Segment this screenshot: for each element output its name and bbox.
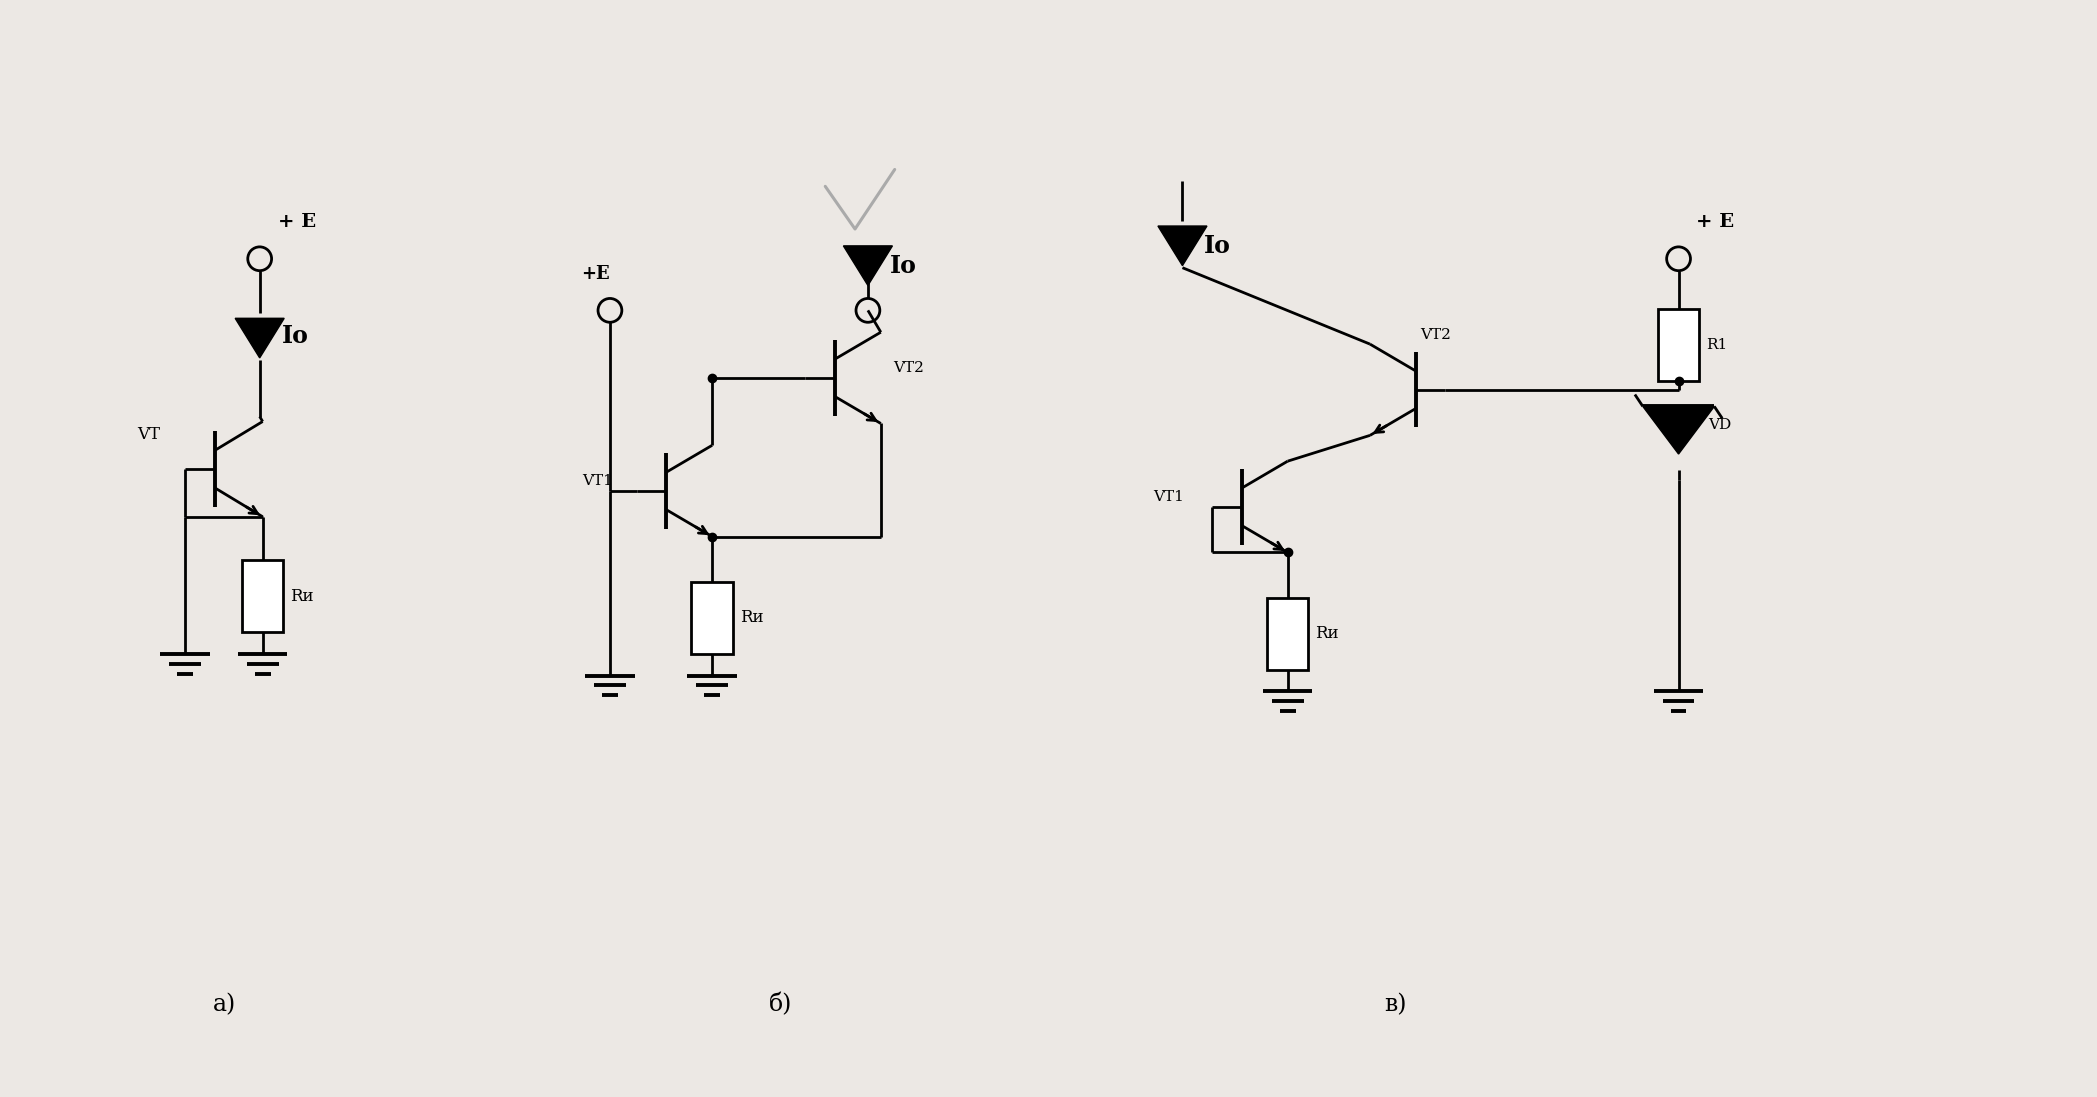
Polygon shape bbox=[1158, 226, 1208, 265]
Text: VT: VT bbox=[138, 426, 161, 443]
Text: +E: +E bbox=[581, 264, 610, 283]
Text: VT2: VT2 bbox=[893, 361, 923, 375]
Polygon shape bbox=[1642, 406, 1713, 454]
Text: б): б) bbox=[770, 993, 793, 1017]
Text: R1: R1 bbox=[1707, 338, 1728, 352]
Bar bbox=[1267, 598, 1309, 669]
Bar bbox=[1659, 309, 1699, 381]
Text: Io: Io bbox=[1204, 234, 1231, 258]
Text: Rи: Rи bbox=[291, 588, 315, 604]
Text: VT1: VT1 bbox=[583, 474, 612, 488]
Text: VT2: VT2 bbox=[1420, 328, 1451, 342]
Text: а): а) bbox=[214, 994, 237, 1017]
Bar bbox=[241, 561, 283, 632]
Text: Rи: Rи bbox=[740, 610, 763, 626]
Text: Io: Io bbox=[281, 325, 308, 348]
Text: в): в) bbox=[1384, 994, 1407, 1017]
Text: VD: VD bbox=[1709, 418, 1732, 432]
Text: Rи: Rи bbox=[1315, 625, 1340, 643]
Bar bbox=[692, 583, 734, 654]
Polygon shape bbox=[235, 318, 285, 358]
Text: VT1: VT1 bbox=[1153, 490, 1183, 504]
Text: + E: + E bbox=[1696, 213, 1734, 231]
Polygon shape bbox=[843, 246, 893, 285]
Text: Io: Io bbox=[889, 253, 916, 278]
Text: + E: + E bbox=[277, 213, 317, 231]
